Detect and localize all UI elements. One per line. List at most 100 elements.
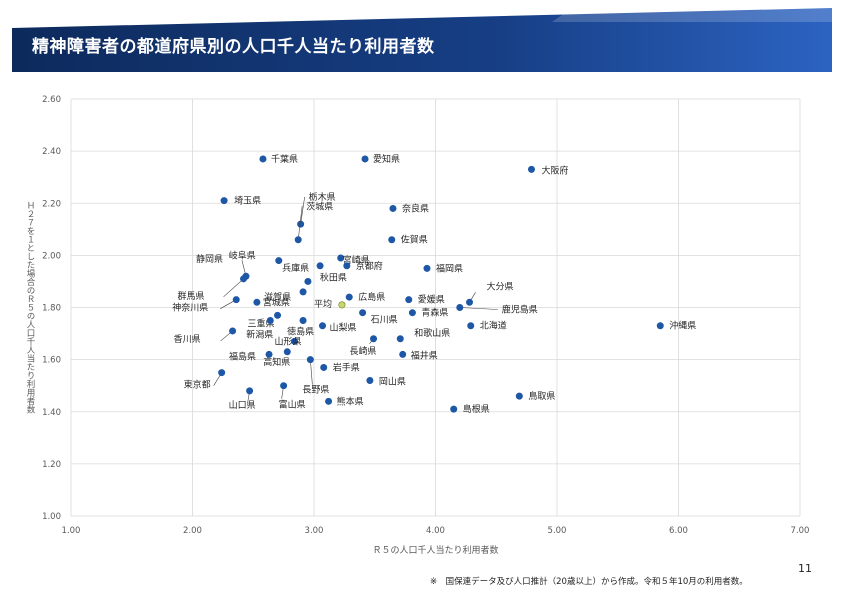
data-point xyxy=(280,382,286,388)
data-point xyxy=(295,237,301,243)
data-point xyxy=(233,296,239,302)
data-point xyxy=(657,323,663,329)
data-label: 山形県 xyxy=(275,335,302,347)
data-label: 静岡県 xyxy=(196,253,223,265)
data-label: 兵庫県 xyxy=(282,262,309,274)
data-point xyxy=(370,336,376,342)
data-point xyxy=(389,237,395,243)
data-point xyxy=(516,393,522,399)
data-label: 宮城県 xyxy=(263,296,290,308)
data-label: 群馬県 xyxy=(178,290,205,302)
data-point xyxy=(246,388,252,394)
footnote: ※ 国保連データ及び人口推計（20歳以上）から作成。令和５年10月の利用者数。 xyxy=(430,575,748,587)
data-point xyxy=(321,364,327,370)
leader-line xyxy=(224,279,244,297)
data-point xyxy=(397,336,403,342)
data-point xyxy=(457,304,463,310)
x-tick-label: 1.00 xyxy=(62,526,81,536)
data-label: 茨城県 xyxy=(306,201,333,213)
x-tick-label: 3.00 xyxy=(305,526,324,536)
data-point xyxy=(254,299,260,305)
data-point xyxy=(344,263,350,269)
data-point xyxy=(406,296,412,302)
data-label: 熊本県 xyxy=(337,395,364,407)
data-point xyxy=(319,323,325,329)
x-tick-label: 4.00 xyxy=(426,526,445,536)
data-point xyxy=(346,294,352,300)
y-tick-label: 1.80 xyxy=(42,304,61,314)
data-label: 青森県 xyxy=(421,307,448,319)
data-point xyxy=(424,265,430,271)
data-label: 長崎県 xyxy=(350,345,377,357)
data-point xyxy=(297,221,303,227)
data-label: 石川県 xyxy=(371,315,398,326)
data-label: 香川県 xyxy=(174,334,201,345)
data-label: 北海道 xyxy=(480,320,507,332)
data-point xyxy=(399,351,405,357)
data-point xyxy=(300,317,306,323)
data-label: 沖縄県 xyxy=(669,320,696,332)
data-point xyxy=(260,156,266,162)
x-tick-label: 7.00 xyxy=(791,526,810,536)
data-label: 鳥取県 xyxy=(528,390,555,402)
data-point xyxy=(221,197,227,203)
y-tick-label: 2.00 xyxy=(42,251,61,261)
data-label: 山梨県 xyxy=(330,322,357,334)
y-tick-label: 1.20 xyxy=(42,460,61,470)
data-point xyxy=(274,312,280,318)
data-label: 愛知県 xyxy=(373,153,400,165)
data-point xyxy=(218,369,224,375)
data-point xyxy=(307,356,313,362)
data-label: 新潟県 xyxy=(246,329,273,341)
data-point xyxy=(276,257,282,263)
data-point xyxy=(339,302,345,308)
data-label: 大阪府 xyxy=(541,164,568,176)
data-label: 高知県 xyxy=(263,356,290,368)
data-label: 千葉県 xyxy=(271,153,298,165)
data-point xyxy=(528,166,534,172)
y-tick-label: 2.40 xyxy=(42,147,61,157)
data-point xyxy=(325,398,331,404)
data-label: 奈良県 xyxy=(402,202,429,214)
data-label: 平均 xyxy=(314,298,332,310)
data-point xyxy=(367,377,373,383)
data-point xyxy=(305,278,311,284)
data-label: 愛媛県 xyxy=(418,294,445,306)
data-label: 東京都 xyxy=(184,379,211,391)
y-axis-label: Ｈ２７を１とした場合のＲ５の人口千人当たり利用者数 xyxy=(25,201,35,414)
y-tick-label: 1.40 xyxy=(42,408,61,418)
data-label: 島根県 xyxy=(463,403,490,415)
data-point xyxy=(390,205,396,211)
data-label: 富山県 xyxy=(279,399,306,411)
data-point xyxy=(284,349,290,355)
page-number: 11 xyxy=(798,562,812,575)
data-label: 鹿児島県 xyxy=(502,304,538,316)
y-tick-label: 1.00 xyxy=(42,512,61,522)
data-label: 秋田県 xyxy=(320,271,347,283)
y-tick-label: 2.60 xyxy=(42,95,61,105)
leader-line xyxy=(310,360,312,385)
data-point xyxy=(267,317,273,323)
data-point xyxy=(300,289,306,295)
data-point xyxy=(468,323,474,329)
leader-line xyxy=(301,197,305,224)
data-label: 福島県 xyxy=(229,350,256,362)
data-label: 長野県 xyxy=(302,385,329,396)
data-label: 福井県 xyxy=(411,349,438,361)
data-point xyxy=(451,406,457,412)
data-point xyxy=(266,351,272,357)
data-label: 広島県 xyxy=(358,291,385,303)
y-tick-label: 2.20 xyxy=(42,199,61,209)
data-point xyxy=(317,263,323,269)
x-axis-label: Ｒ５の人口千人当たり利用者数 xyxy=(372,544,498,556)
data-point xyxy=(229,328,235,334)
data-label: 神奈川県 xyxy=(172,302,208,314)
data-label: 岡山県 xyxy=(379,376,406,387)
data-point xyxy=(409,310,415,316)
data-point xyxy=(362,156,368,162)
data-label: 岐阜県 xyxy=(229,250,256,262)
data-point xyxy=(466,299,472,305)
x-tick-label: 2.00 xyxy=(183,526,202,536)
data-label: 徳島県 xyxy=(287,326,314,338)
